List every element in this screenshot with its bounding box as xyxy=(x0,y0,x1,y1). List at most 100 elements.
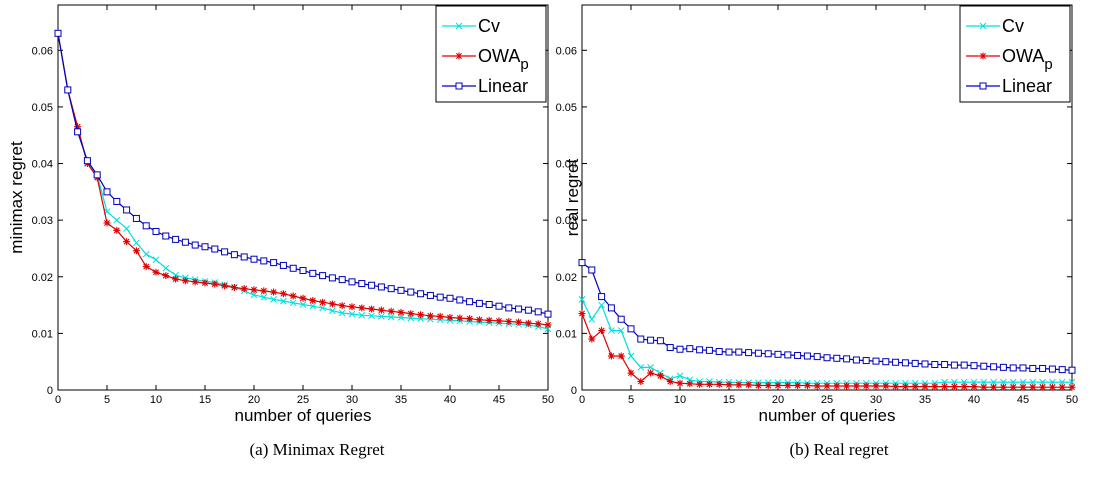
data-point xyxy=(348,278,356,286)
data-point xyxy=(270,296,277,303)
data-point xyxy=(686,345,694,353)
data-point xyxy=(647,363,654,371)
data-point xyxy=(970,383,978,391)
data-point xyxy=(319,272,327,280)
series-line xyxy=(581,313,1072,388)
data-point xyxy=(240,253,248,261)
data-point xyxy=(931,383,939,391)
data-point xyxy=(617,327,625,334)
data-point xyxy=(358,311,366,319)
data-point xyxy=(289,292,297,300)
data-point xyxy=(617,315,625,323)
data-point xyxy=(666,344,674,352)
data-point xyxy=(250,286,258,294)
data-point xyxy=(338,309,346,317)
data-point xyxy=(260,257,268,265)
data-point xyxy=(426,312,434,320)
data-point xyxy=(270,288,278,296)
data-point xyxy=(123,225,130,232)
legend-marker xyxy=(455,52,463,60)
data-point xyxy=(637,378,645,386)
data-point xyxy=(544,321,552,329)
data-point xyxy=(328,274,336,282)
data-point xyxy=(191,278,199,286)
data-point xyxy=(696,346,704,354)
y-tick-label: 0.01 xyxy=(556,328,577,340)
data-point xyxy=(980,378,988,386)
data-point xyxy=(1058,383,1066,391)
data-point xyxy=(745,381,753,389)
data-point xyxy=(319,304,326,312)
data-point xyxy=(113,226,121,234)
data-point xyxy=(466,315,474,323)
data-point xyxy=(666,378,674,386)
data-point xyxy=(1009,364,1017,372)
data-point xyxy=(578,310,586,318)
data-point xyxy=(901,383,909,391)
data-point xyxy=(1000,378,1007,386)
data-point xyxy=(368,305,376,313)
data-point xyxy=(260,287,268,295)
y-tick-label: 0.01 xyxy=(32,328,53,340)
data-point xyxy=(578,296,586,303)
data-point xyxy=(123,238,131,246)
data-point xyxy=(378,313,385,320)
data-point xyxy=(446,314,454,322)
data-point xyxy=(83,157,91,165)
data-point xyxy=(892,383,900,391)
data-point xyxy=(823,354,831,362)
data-point xyxy=(990,378,997,386)
legend-marker xyxy=(455,82,463,90)
y-tick-label: 0.05 xyxy=(32,102,53,114)
data-point xyxy=(794,351,802,359)
data-point xyxy=(387,307,395,315)
data-point xyxy=(475,316,483,324)
x-tick-label: 40 xyxy=(444,394,456,406)
x-tick-label: 30 xyxy=(870,394,882,406)
x-axis-label: number of queries xyxy=(758,406,895,425)
data-point xyxy=(456,296,464,304)
x-tick-label: 5 xyxy=(628,394,634,406)
data-point xyxy=(152,227,160,235)
data-point xyxy=(319,298,327,306)
data-point xyxy=(230,284,238,292)
data-point xyxy=(999,363,1007,371)
data-point xyxy=(813,353,821,361)
data-point xyxy=(162,232,170,240)
x-tick-label: 30 xyxy=(346,394,358,406)
data-point xyxy=(1029,383,1037,391)
data-point xyxy=(142,263,150,271)
legend-marker xyxy=(979,52,987,60)
data-point xyxy=(64,86,72,94)
data-point xyxy=(309,302,317,310)
x-tick-label: 20 xyxy=(248,394,260,406)
data-point xyxy=(588,266,596,274)
data-point xyxy=(598,301,605,309)
y-tick-label: 0.06 xyxy=(556,45,577,57)
data-point xyxy=(715,348,723,355)
data-point xyxy=(358,304,366,312)
data-point xyxy=(647,369,655,377)
x-tick-label: 10 xyxy=(674,394,686,406)
data-point xyxy=(426,291,434,299)
data-point xyxy=(181,277,189,285)
data-point xyxy=(417,290,425,298)
data-point xyxy=(1039,364,1047,372)
data-point xyxy=(1039,383,1047,391)
data-point xyxy=(270,259,278,267)
data-point xyxy=(387,313,395,321)
data-point xyxy=(397,314,405,321)
y-tick-label: 0.03 xyxy=(32,215,53,227)
data-point xyxy=(495,317,503,325)
data-point xyxy=(162,264,170,272)
x-tick-label: 15 xyxy=(199,394,211,406)
data-point xyxy=(990,363,998,371)
x-axis-label: number of queries xyxy=(234,406,371,425)
data-point xyxy=(240,285,248,293)
data-point xyxy=(745,349,753,357)
legend-marker xyxy=(979,82,987,90)
data-point xyxy=(1019,383,1027,391)
data-point xyxy=(387,285,395,293)
data-point xyxy=(309,269,317,277)
